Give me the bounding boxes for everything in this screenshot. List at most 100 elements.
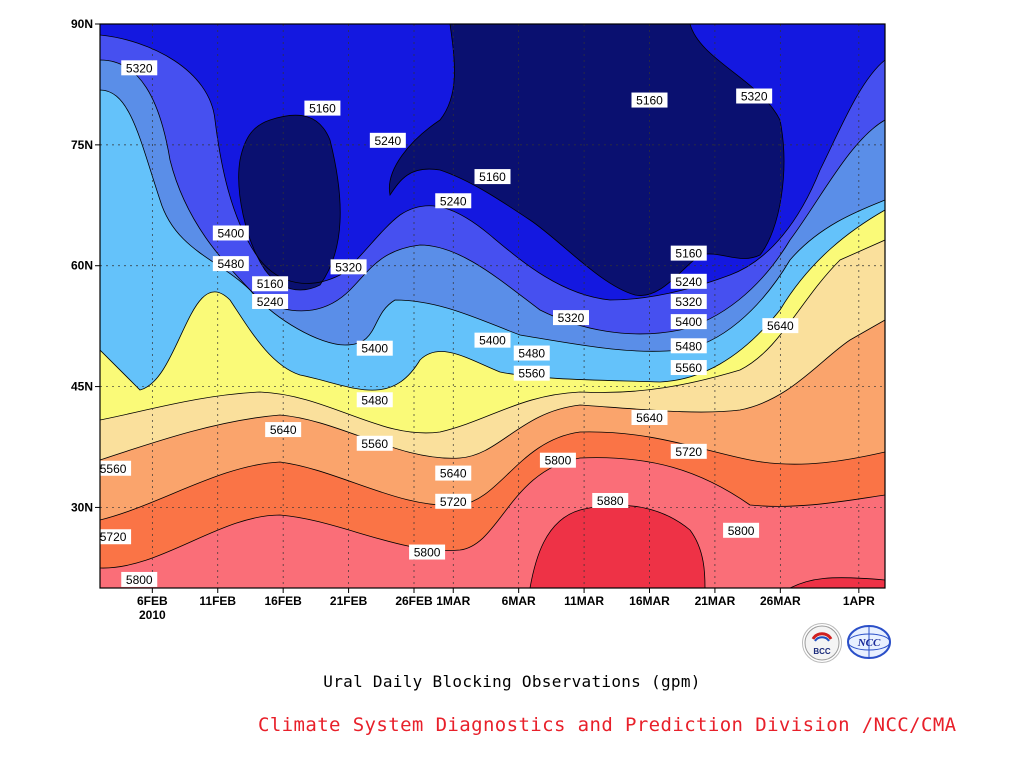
contour-label-bg [265,422,302,438]
contour-label: 5720 [670,443,707,459]
credit-line: Climate System Diagnostics and Predictio… [258,714,957,736]
contour-label: 5160 [252,276,289,292]
contour-label-text: 5320 [126,61,153,75]
region-5640-5720 [100,320,885,520]
contour-label-bg [670,293,707,309]
contour-label-text: 5800 [414,546,441,560]
chart-title: Ural Daily Blocking Observations (gpm) [323,672,701,691]
region-below-5160-north [389,24,784,296]
contour-label: 5160 [631,92,668,108]
contour-label-text: 5560 [100,462,127,476]
contour-label-text: 5400 [675,315,702,329]
contour-label: 5320 [736,88,773,104]
contour-label: 5640 [762,318,799,334]
contour-label-text: 5480 [675,339,702,353]
contour-chart: 5320 5160 5240 5160 5320 5160 5240 5400 5480 5320… [71,17,886,622]
x-tick-label: 1APR [843,594,875,608]
contour-label: 5240 [252,293,289,309]
ncc-logo: NCC [846,623,892,661]
x-tick-label: 11MAR [564,594,604,608]
contour-label-bg [121,571,158,587]
contour-label-bg [631,92,668,108]
contour-label-text: 5720 [675,445,702,459]
contour-label-bg [670,360,707,376]
contour-label-bg [513,345,550,361]
contour-label: 5400 [474,332,511,348]
x-tick-label: 6MAR [502,594,536,608]
contour-label-bg [670,314,707,330]
plot-frame [99,23,886,589]
x-tick-label: 21FEB [330,594,368,608]
y-tick-label: 90N [71,17,93,31]
contour-label-bg [212,256,249,272]
contour-label-bg [762,318,799,334]
contour-label: 5560 [670,360,707,376]
region-above-5880 [530,505,705,588]
contour-labels: 5320 5160 5240 5160 5320 5160 5240 5400 5480 5320… [100,60,799,587]
contour-label-text: 5320 [675,295,702,309]
ncc-logo-icon: NCC [847,625,891,659]
contour-label: 5800 [121,571,158,587]
contour-label-bg [369,132,406,148]
contour-label: 5640 [435,465,472,481]
contour-label: 5320 [330,259,367,275]
contour-label-text: 5640 [270,423,297,437]
contour-label-text: 5160 [675,247,702,261]
contour-label-text: 5240 [374,134,401,148]
y-tick-label: 75N [71,138,93,152]
region-5560-5640 [100,240,885,460]
contour-label: 5320 [553,310,589,326]
contour-label-text: 5720 [100,530,127,544]
contour-label-text: 5320 [558,311,585,325]
contour-label: 5560 [513,365,550,381]
contour-label: 5560 [100,460,132,476]
contour-label-bg [409,544,446,560]
contour-label-bg [474,332,511,348]
contour-label-text: 5400 [217,226,244,240]
bcc-logo: BCC [802,623,842,663]
contour-label-bg [212,225,249,241]
contour-label-bg [736,88,773,104]
contour-label-bg [670,273,707,289]
contour-label: 5800 [409,544,446,560]
contour-label: 5480 [356,392,393,408]
contour-label-text: 5160 [309,102,336,116]
contour-label: 5640 [265,422,302,438]
contour-label: 5160 [304,100,341,116]
x-tick-label: 21MAR [695,594,736,608]
contour-label-text: 5320 [741,90,768,104]
contour-label: 5320 [121,60,158,76]
contour-label-text: 5240 [675,275,702,289]
contour-label: 5800 [539,452,576,468]
contour-label: 5160 [474,169,511,185]
contour-label-bg [252,293,289,309]
x-tick-label: 26MAR [760,594,801,608]
contour-label: 5720 [435,493,472,509]
contour-label-text: 5480 [361,393,388,407]
contour-label: 5400 [670,314,707,330]
contour-label: 5880 [592,492,629,508]
contour-label-bg [513,365,550,381]
contour-label-bg [474,169,511,185]
contour-label-bg [723,522,760,538]
contour-label-text: 5160 [257,277,284,291]
contour-label-text: 5800 [126,573,153,587]
contour-label-text: 5480 [217,257,244,271]
contour-label: 5800 [723,522,760,538]
contour-label-bg [631,409,668,425]
contour-label-text: 5480 [518,347,545,361]
contour-label-text: 5640 [767,319,794,333]
contour-label-text: 5560 [518,367,545,381]
contour-label: 5640 [631,409,668,425]
contour-label-text: 5240 [440,194,467,208]
contour-label-bg [670,338,707,354]
contour-label: 5240 [369,132,406,148]
contour-label: 5400 [212,225,249,241]
contour-label-bg [670,443,707,459]
contour-label: 5160 [670,245,707,261]
y-tick-label: 60N [71,259,93,273]
contour-label-text: 5240 [257,295,284,309]
contour-label-text: 5640 [636,411,663,425]
contour-label-bg [592,492,629,508]
